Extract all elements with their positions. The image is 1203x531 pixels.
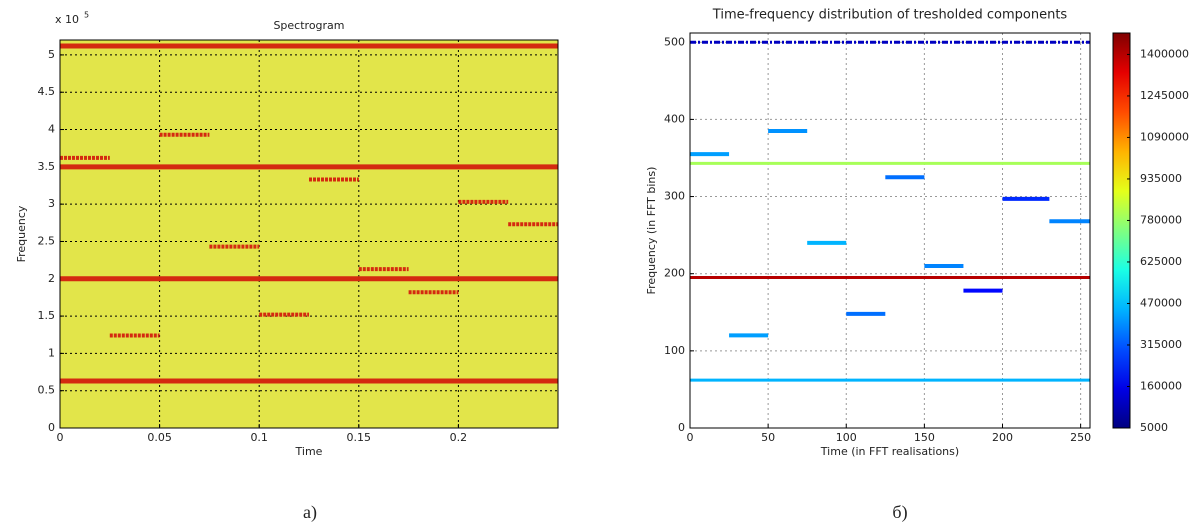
y-tick-label: 4.5 [38, 85, 56, 98]
y-tick-label: 3 [48, 197, 55, 210]
caption: а) [303, 502, 317, 523]
x-tick-label: 100 [836, 431, 857, 444]
y-axis-label: Frequency [15, 205, 28, 262]
colorbar-tick-label: 780000 [1140, 213, 1182, 226]
plot-area [60, 40, 558, 428]
colorbar-tick-label: 315000 [1140, 338, 1182, 351]
y-tick-label: 300 [664, 190, 685, 203]
y-tick-label: 2.5 [38, 234, 56, 247]
x-axis-label: Time (in FFT realisations) [820, 445, 959, 458]
y-tick-label: 0.5 [38, 384, 56, 397]
y-tick-label: 1 [48, 346, 55, 359]
y-scale-exponent: 5 [84, 11, 89, 20]
y-tick-label: 3.5 [38, 160, 56, 173]
y-tick-label: 500 [664, 35, 685, 48]
x-tick-label: 250 [1070, 431, 1091, 444]
y-tick-label: 5 [48, 48, 55, 61]
x-tick-label: 200 [992, 431, 1013, 444]
caption: б) [892, 502, 907, 523]
x-axis-label: Time [295, 445, 323, 458]
x-tick-label: 0.1 [250, 431, 268, 444]
y-tick-label: 200 [664, 267, 685, 280]
colorbar [1112, 32, 1131, 429]
x-tick-label: 0.05 [147, 431, 172, 444]
y-tick-label: 400 [664, 112, 685, 125]
x-tick-label: 0 [687, 431, 694, 444]
y-tick-label: 4 [48, 123, 55, 136]
chart-title: Spectrogram [273, 19, 344, 32]
y-tick-label: 0 [678, 421, 685, 434]
colorbar-tick-label: 935000 [1140, 172, 1182, 185]
colorbar-tick-label: 5000 [1140, 421, 1168, 434]
x-tick-label: 150 [914, 431, 935, 444]
chart-title: Time-frequency distribution of tresholde… [712, 8, 1068, 23]
x-tick-label: 0 [57, 431, 64, 444]
plot-frame [689, 32, 1091, 429]
plot-frame [59, 39, 559, 429]
x-tick-label: 0.2 [450, 431, 468, 444]
y-axis-label: Frequency (in FFT bins) [645, 167, 658, 295]
y-tick-label: 2 [48, 272, 55, 285]
y-tick-label: 1.5 [38, 309, 56, 322]
colorbar-tick-label: 1090000 [1140, 130, 1189, 143]
colorbar-tick-label: 160000 [1140, 379, 1182, 392]
y-tick-label: 100 [664, 344, 685, 357]
x-tick-label: 0.15 [347, 431, 372, 444]
y-scale-label: x 10 [55, 13, 79, 26]
colorbar-tick-label: 625000 [1140, 255, 1182, 268]
colorbar-tick-label: 1400000 [1140, 47, 1189, 60]
x-tick-label: 50 [761, 431, 775, 444]
colorbar-tick-label: 1245000 [1140, 89, 1189, 102]
y-tick-label: 0 [48, 421, 55, 434]
colorbar-tick-label: 470000 [1140, 296, 1182, 309]
plot-area [690, 33, 1090, 428]
